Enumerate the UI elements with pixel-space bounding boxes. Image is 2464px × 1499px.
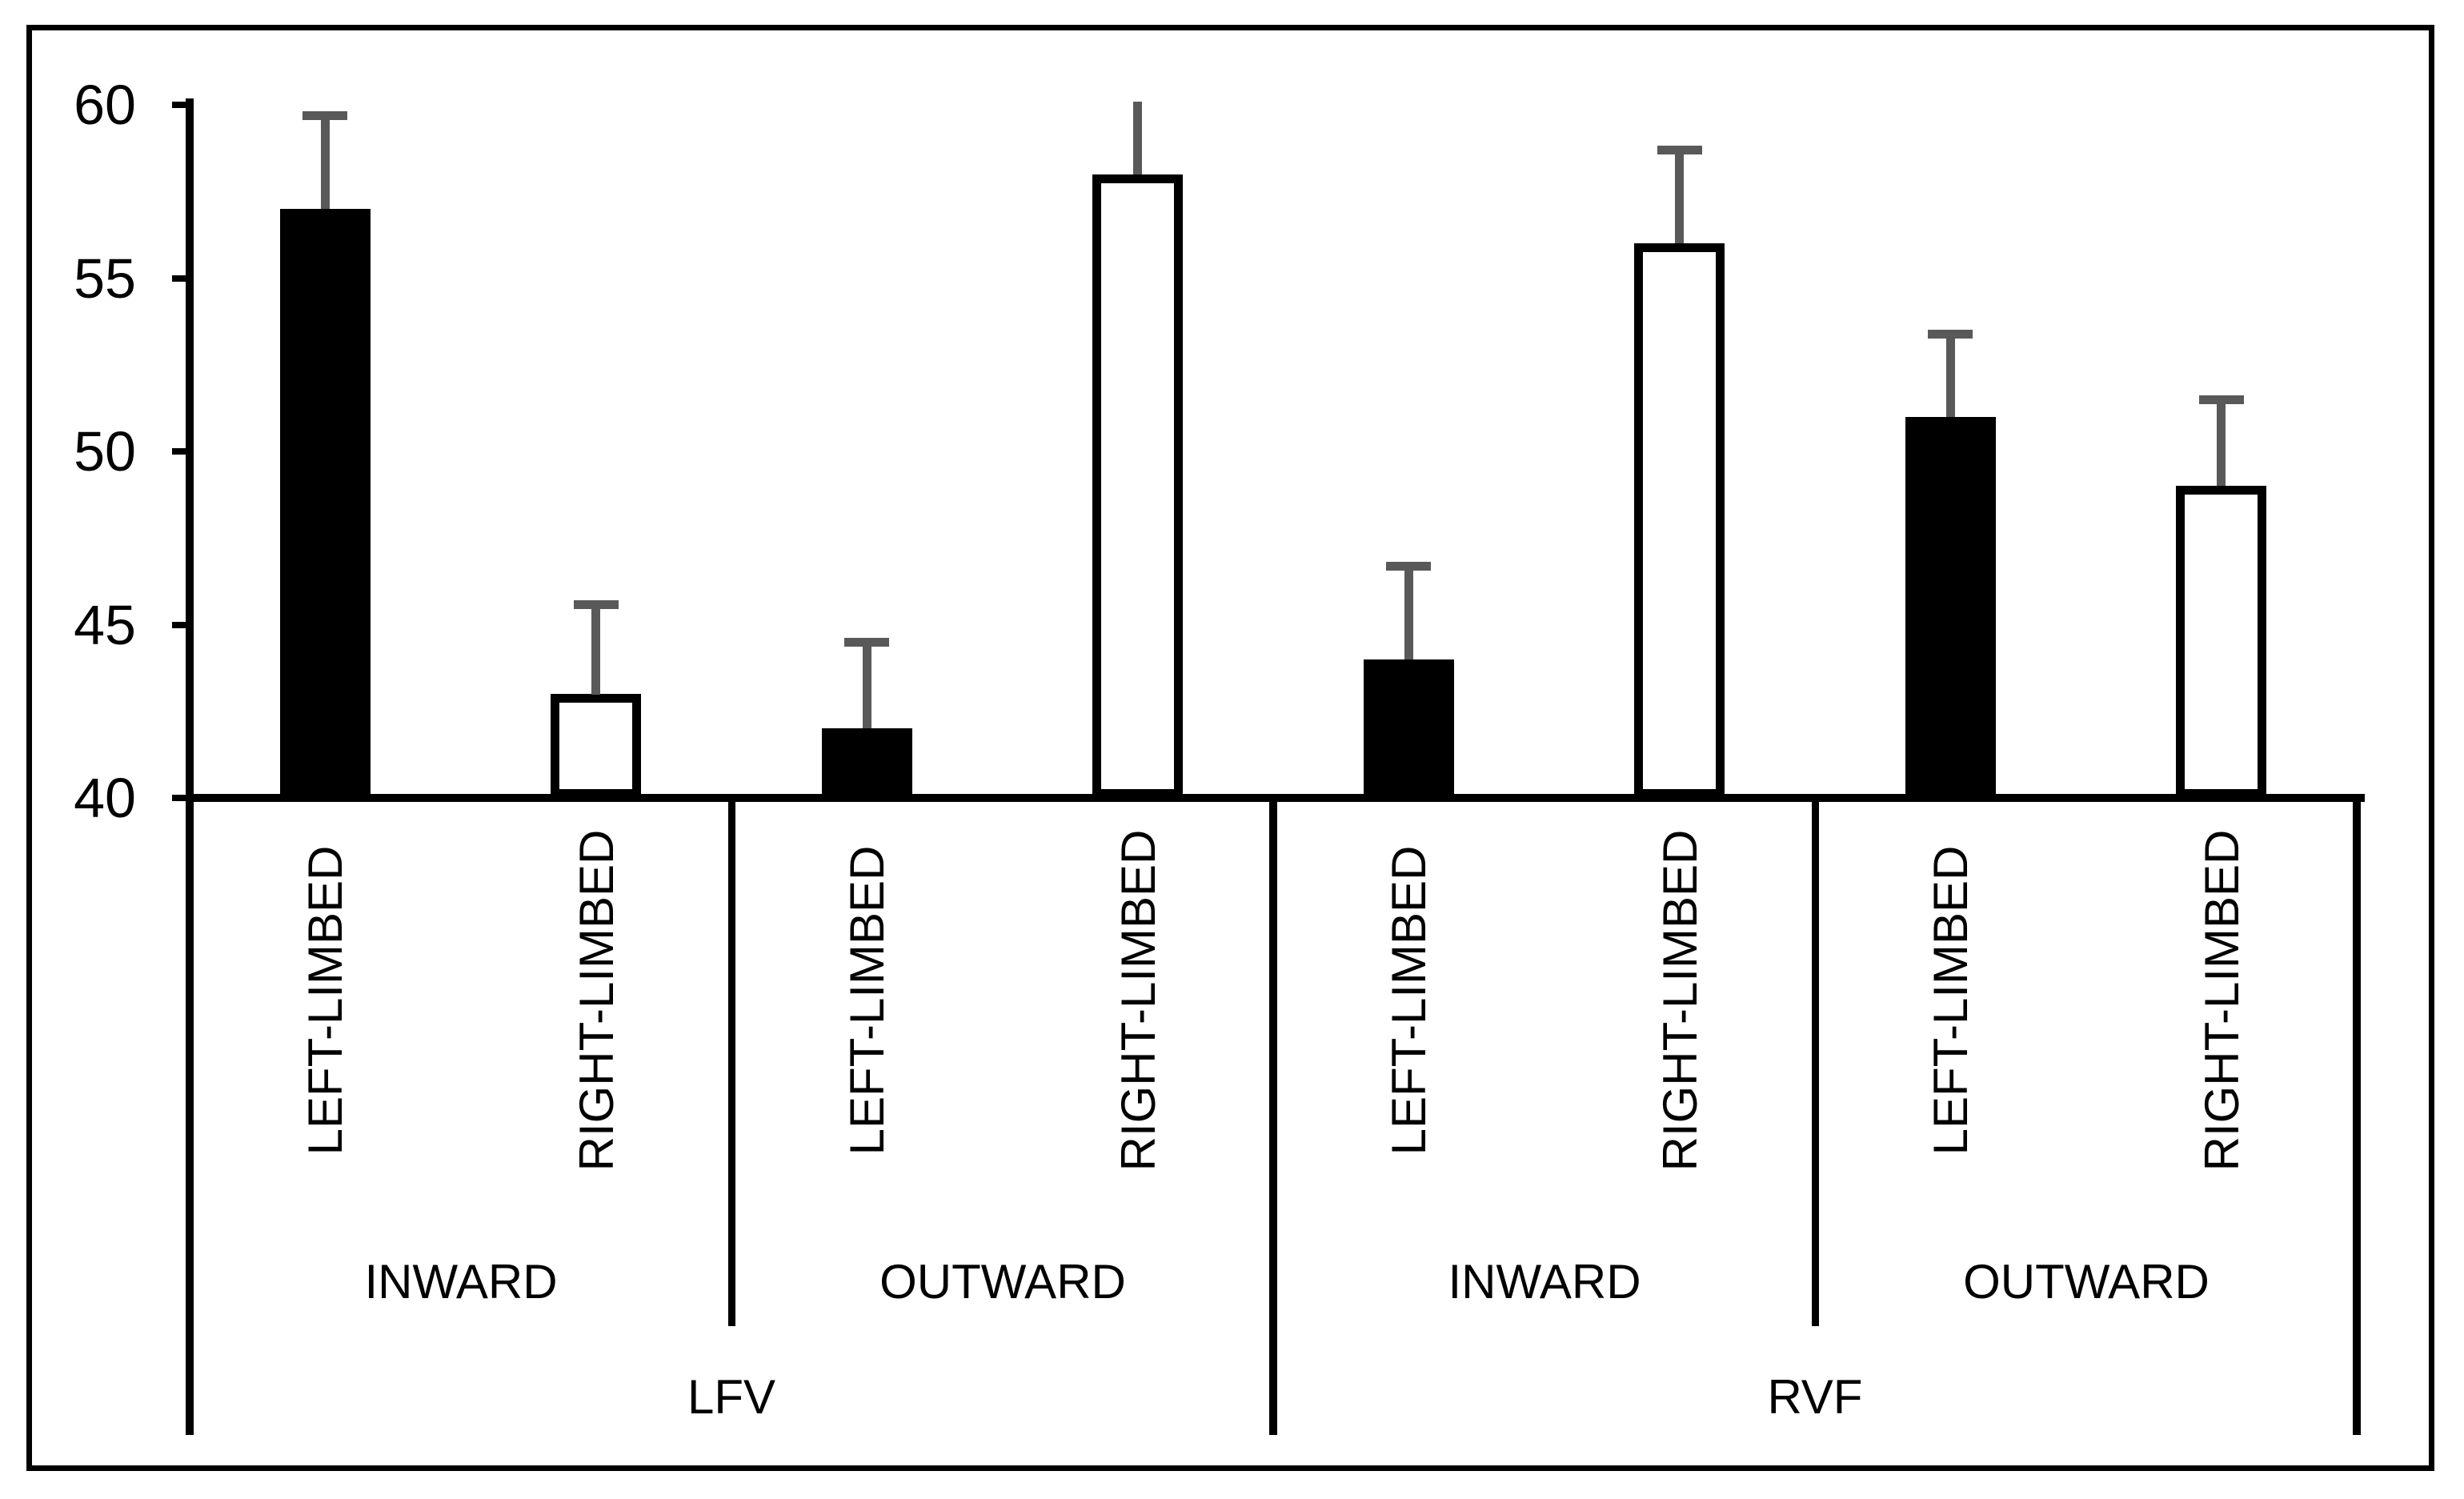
error-bar-cap-lfv-outward-left-limbed [844,638,889,647]
error-bar-cap-rvf-outward-left-limbed [1928,330,1973,339]
error-bar-line-rvf-inward-right-limbed [1675,150,1684,243]
error-bar-line-rvf-inward-left-limbed [1404,566,1413,659]
x-label-direction-lfv-inward: INWARD [364,1254,558,1309]
bar-rvf-outward-right-limbed [2176,486,2266,798]
y-tick-label-40: 40 [74,767,136,829]
x-label-limb-rvf-inward-right-limbed: RIGHT-LIMBED [1653,829,1707,1172]
y-axis-tick [172,275,190,282]
x-label-direction-lfv-outward: OUTWARD [879,1254,1126,1309]
x-label-limb-rvf-outward-left-limbed: LEFT-LIMBED [1923,845,1977,1156]
y-axis-tick [172,795,190,801]
bar-rvf-outward-left-limbed [1905,417,1996,798]
category-divider-level2 [1812,798,1819,1326]
x-label-limb-rvf-inward-left-limbed: LEFT-LIMBED [1381,845,1436,1156]
error-bar-cap-lfv-inward-left-limbed [302,111,347,120]
error-bar-cap-rvf-inward-right-limbed [1657,146,1702,154]
y-axis-tick [172,448,190,455]
error-bar-line-rvf-outward-left-limbed [1946,334,1955,417]
bar-lfv-outward-left-limbed [822,728,912,798]
bar-rvf-inward-right-limbed [1634,243,1725,798]
figure-border [26,25,2434,1471]
error-bar-line-lfv-outward-right-limbed [1133,102,1142,174]
x-label-direction-rvf-outward: OUTWARD [1963,1254,2210,1309]
error-bar-line-rvf-outward-right-limbed [2217,399,2226,486]
y-tick-label-50: 50 [74,420,136,483]
x-label-limb-lfv-inward-right-limbed: RIGHT-LIMBED [569,829,623,1172]
y-axis-tick [172,622,190,628]
y-axis-line [186,98,194,1435]
y-tick-label-55: 55 [74,247,136,310]
error-bar-cap-rvf-inward-left-limbed [1386,562,1431,571]
bar-lfv-inward-left-limbed [280,209,371,798]
x-label-field-rvf: RVF [1767,1369,1863,1424]
error-bar-line-lfv-inward-left-limbed [321,115,330,209]
category-divider-level2 [728,798,735,1326]
y-tick-label-45: 45 [74,594,136,656]
x-label-limb-lfv-inward-left-limbed: LEFT-LIMBED [298,845,352,1156]
x-label-direction-rvf-inward: INWARD [1448,1254,1641,1309]
category-divider-level3 [2353,798,2361,1435]
y-axis-tick [172,102,190,108]
bar-rvf-inward-left-limbed [1364,659,1454,798]
error-bar-cap-rvf-outward-right-limbed [2199,395,2244,404]
error-bar-line-lfv-inward-right-limbed [591,604,600,695]
error-bar-line-lfv-outward-left-limbed [863,642,871,728]
error-bar-cap-lfv-inward-right-limbed [574,600,619,609]
x-label-limb-lfv-outward-left-limbed: LEFT-LIMBED [839,845,894,1156]
x-label-field-lfv: LFV [687,1369,776,1424]
bar-lfv-inward-right-limbed [551,694,641,798]
x-label-limb-lfv-outward-right-limbed: RIGHT-LIMBED [1111,829,1165,1172]
x-label-limb-rvf-outward-right-limbed: RIGHT-LIMBED [2194,829,2249,1172]
bar-lfv-outward-right-limbed [1092,174,1183,798]
y-tick-label-60: 60 [74,74,136,136]
category-divider-level3 [1269,798,1277,1435]
